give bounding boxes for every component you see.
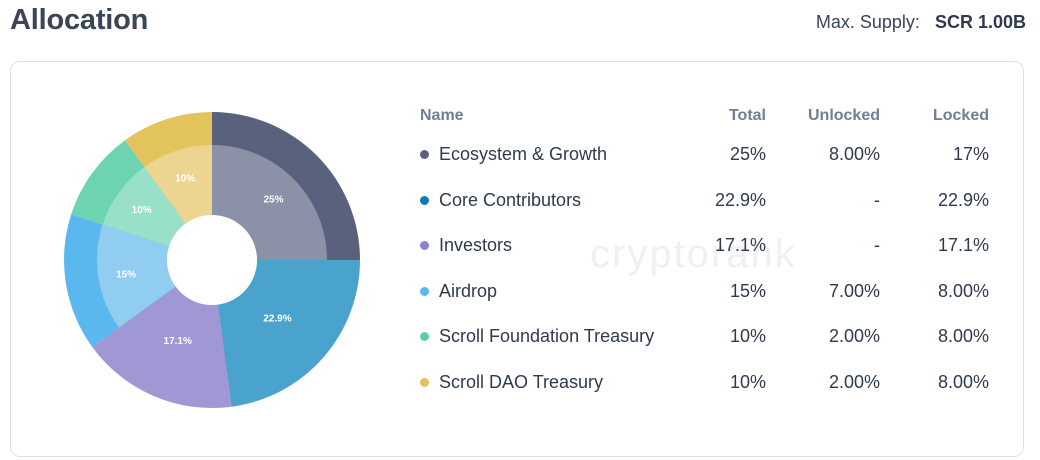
column-header-unlocked[interactable]: Unlocked [807, 107, 880, 124]
row-name-cell: Ecosystem & Growth [420, 132, 710, 178]
slice-label: 25% [264, 194, 284, 205]
row-name: Scroll Foundation Treasury [439, 326, 655, 347]
slice-label: 10% [132, 205, 152, 216]
row-name-cell: Airdrop [420, 269, 710, 315]
legend-dot-icon [420, 332, 429, 341]
max-supply-value: SCR 1.00B [934, 12, 1026, 32]
allocation-table: Name Total Unlocked Locked Ecosystem & G… [420, 100, 989, 405]
row-name: Scroll DAO Treasury [439, 371, 604, 392]
column-header-total[interactable]: Total [728, 107, 766, 124]
row-locked: 22.9% [937, 189, 989, 210]
max-supply: Max. Supply: SCR 1.00B [816, 12, 1026, 33]
row-unlocked: - [874, 189, 880, 210]
column-header-locked[interactable]: Locked [932, 107, 989, 124]
legend-dot-icon [420, 195, 429, 205]
row-locked: 8.00% [937, 371, 989, 392]
slice-label: 10% [175, 173, 195, 184]
row-locked: 17.1% [937, 235, 989, 256]
row-name-cell: Investors [420, 223, 710, 269]
row-name: Ecosystem & Growth [439, 144, 608, 165]
legend-dot-icon [420, 241, 429, 250]
row-name: Airdrop [439, 280, 498, 301]
max-supply-label: Max. Supply: [815, 12, 920, 32]
row-name: Core Contributors [439, 189, 582, 210]
table-row[interactable]: Investors 17.1% - 17.1% [420, 223, 989, 269]
table-row[interactable]: Airdrop 15% 7.00% 8.00% [420, 269, 989, 315]
row-unlocked: 2.00% [828, 371, 880, 392]
row-total: 15% [729, 280, 766, 301]
donut-hole [167, 215, 257, 305]
row-total: 25% [729, 144, 766, 165]
slice-inner-core-contributors[interactable] [217, 260, 327, 375]
slice-inner-investors[interactable] [118, 286, 228, 375]
table-header-row: Name Total Unlocked Locked [420, 100, 989, 132]
row-total: 10% [729, 326, 766, 347]
slice-inner-airdrop[interactable] [97, 224, 176, 328]
legend-dot-icon [420, 286, 429, 296]
row-total: 17.1% [714, 235, 766, 256]
row-locked: 8.00% [937, 280, 989, 301]
slice-label: 22.9% [263, 313, 291, 324]
table-row[interactable]: Ecosystem & Growth 25% 8.00% 17% [420, 132, 989, 178]
row-total: 22.9% [714, 189, 766, 210]
table-row[interactable]: Scroll Foundation Treasury 10% 2.00% 8.00% [420, 314, 989, 360]
row-unlocked: - [874, 235, 880, 256]
row-name: Investors [439, 235, 513, 256]
page-title: Allocation [10, 4, 149, 36]
slice-inner-scroll-foundation-treasury[interactable] [102, 166, 186, 247]
table-row[interactable]: Core Contributors 22.9% - 22.9% [420, 178, 989, 224]
row-name-cell: Core Contributors [420, 178, 710, 224]
column-header-name[interactable]: Name [420, 107, 464, 124]
legend-dot-icon [420, 377, 429, 387]
slice-label: 15% [116, 270, 136, 281]
row-total: 10% [729, 371, 766, 392]
allocation-donut-chart: 25% 22.9% 17.1% 15% 10% 10% [63, 112, 360, 408]
row-unlocked: 7.00% [828, 280, 880, 301]
row-unlocked: 8.00% [828, 144, 880, 165]
table-row[interactable]: Scroll DAO Treasury 10% 2.00% 8.00% [420, 360, 989, 406]
slice-label: 17.1% [164, 336, 192, 347]
row-unlocked: 2.00% [828, 326, 880, 347]
slice-inner-scroll-dao-treasury[interactable] [144, 145, 212, 224]
legend-dot-icon [420, 150, 429, 159]
row-locked: 17% [952, 144, 989, 165]
row-name-cell: Scroll DAO Treasury [420, 360, 710, 406]
slice-inner-ecosystem-growth[interactable] [212, 145, 327, 260]
row-locked: 8.00% [937, 326, 989, 347]
row-name-cell: Scroll Foundation Treasury [420, 314, 710, 360]
